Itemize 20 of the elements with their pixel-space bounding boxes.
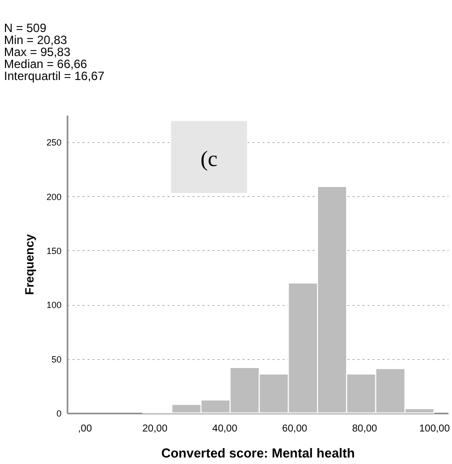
- y-tick-label: 200: [46, 192, 62, 202]
- x-tick-label: 60,00: [282, 424, 308, 434]
- y-axis-title: Frequency: [22, 234, 36, 295]
- text: Interquartil = 16,67: [4, 69, 105, 83]
- text: Min = 20,83: [4, 33, 68, 47]
- y-tick-label: 50: [51, 354, 62, 364]
- x-tick-label: 80,00: [352, 424, 378, 434]
- text: Median = 66,66: [4, 57, 88, 71]
- x-tick-label: 100,00: [419, 424, 450, 434]
- x-tick-label: 20,00: [142, 424, 168, 434]
- y-tick-label: 250: [46, 138, 62, 148]
- x-tick-label: ,00: [78, 424, 92, 434]
- text: Max = 95,83: [4, 45, 71, 59]
- y-tick-label: 0: [56, 408, 62, 418]
- annotation: (c: [200, 146, 218, 171]
- x-axis-title: Converted score: Mental health: [161, 446, 355, 460]
- x-tick-label: 40,00: [212, 424, 238, 434]
- text: N = 509: [4, 21, 47, 35]
- y-tick-label: 150: [46, 246, 62, 256]
- y-tick-label: 100: [46, 300, 62, 310]
